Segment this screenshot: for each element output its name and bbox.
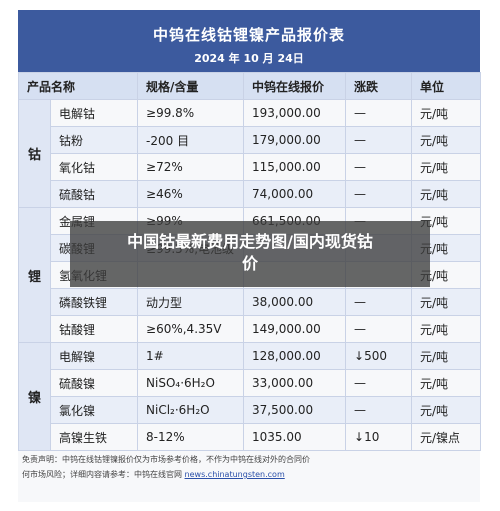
disclaimer: 免责声明：中钨在线钴锂镍报价仅为市场参考价格，不作为中钨在线对外的合同价 何市场… — [18, 452, 484, 482]
product-spec: NiSO₄·6H₂O — [137, 369, 245, 397]
product-spec: 动力型 — [137, 288, 245, 316]
price-unit: 元/吨 — [411, 99, 482, 127]
product-name: 硫酸镍 — [49, 369, 139, 397]
col-header-name: 产品名称 — [17, 72, 139, 100]
price-unit: 元/吨 — [411, 369, 482, 397]
price-change: — — [345, 288, 413, 316]
price-unit: 元/镍点 — [411, 423, 482, 451]
price-change: — — [345, 153, 413, 181]
table-row: 镍电解镍 1# 128,000.00 ↓500 元/吨 — [18, 342, 482, 451]
category-cell: 锂 — [18, 207, 51, 343]
price-unit: 元/吨 — [411, 342, 482, 370]
product-price: 193,000.00 — [243, 99, 347, 127]
price-unit: 元/吨 — [411, 180, 482, 208]
product-price: 74,000.00 — [243, 180, 347, 208]
product-spec: 8-12% — [137, 423, 245, 451]
product-price: 128,000.00 — [243, 342, 347, 370]
product-spec: 1# — [137, 342, 245, 370]
product-price: 38,000.00 — [243, 288, 347, 316]
banner-line-1: 中国钴最新费用走势图/国内现货钴 — [127, 232, 373, 251]
col-header-unit: 单位 — [411, 72, 482, 100]
banner-line-2: 价 — [241, 254, 258, 273]
product-spec: NiCl₂·6H₂O — [137, 396, 245, 424]
product-name: 磷酸铁锂 — [49, 288, 139, 316]
website-link[interactable]: news.chinatungsten.com — [184, 470, 285, 479]
price-change: — — [345, 315, 413, 343]
price-unit: 元/吨 — [411, 315, 482, 343]
disclaimer-text: 何市场风险；详细内容请参考：中钨在线官网 — [22, 470, 182, 479]
product-price: 33,000.00 — [243, 369, 347, 397]
price-unit: 元/吨 — [411, 207, 482, 235]
product-name: 钴粉 — [49, 126, 139, 154]
product-name: 钴酸锂 — [49, 315, 139, 343]
product-spec: ≥72% — [137, 153, 245, 181]
price-change: — — [345, 126, 413, 154]
table-row: 硫酸钴 ≥46% 74,000.00— 元/吨 — [19, 180, 482, 208]
product-name: 高镍生铁 — [49, 423, 139, 451]
product-price: 37,500.00 — [243, 396, 347, 424]
table-row: 钴电解钴 ≥99.8% 193,000.00— 元/吨 — [18, 99, 482, 208]
table-row: 氧化钴 ≥72% 115,000.00— 元/吨 — [19, 153, 482, 181]
product-name: 电解镍 — [49, 342, 139, 370]
product-price: 1035.00 — [243, 423, 347, 451]
product-spec: ≥46% — [137, 180, 245, 208]
price-unit: 元/吨 — [411, 153, 482, 181]
product-spec: ≥60%,4.35V — [137, 315, 245, 343]
col-header-change: 涨跌 — [345, 72, 413, 100]
price-change: ↓500 — [345, 342, 413, 370]
sheet-header: 中钨在线钴锂镍产品报价表 2024 年 10 月 24日 — [18, 10, 480, 72]
product-name: 氧化钴 — [49, 153, 139, 181]
table-row: 磷酸铁锂 动力型 38,000.00— 元/吨 — [19, 288, 482, 316]
category-cell: 钴 — [18, 99, 51, 208]
table-row: 高镍生铁 8-12% 1035.00 ↓10 元/镍点 — [19, 423, 482, 451]
product-spec: ≥99.8% — [137, 99, 245, 127]
product-price: 179,000.00 — [243, 126, 347, 154]
table-header-row: 产品名称 规格/含量 中钨在线报价 涨跌 单位 — [17, 72, 482, 100]
product-name: 电解钴 — [49, 99, 139, 127]
product-price: 115,000.00 — [243, 153, 347, 181]
product-price: 149,000.00 — [243, 315, 347, 343]
price-change: — — [345, 99, 413, 127]
sheet-date: 2024 年 10 月 24日 — [194, 52, 304, 65]
table-row: 钴酸锂 ≥60%,4.35V 149,000.00— 元/吨 — [19, 315, 482, 343]
col-header-price: 中钨在线报价 — [243, 72, 347, 100]
price-unit: 元/吨 — [411, 288, 482, 316]
price-unit: 元/吨 — [411, 396, 482, 424]
table-row: 硫酸镍 NiSO₄·6H₂O 33,000.00— 元/吨 — [19, 369, 482, 397]
price-unit: 元/吨 — [411, 126, 482, 154]
product-name: 氯化镍 — [49, 396, 139, 424]
price-change: ↓10 — [345, 423, 413, 451]
price-change: — — [345, 180, 413, 208]
category-cell: 镍 — [18, 342, 51, 451]
table-row: 氯化镍 NiCl₂·6H₂O 37,500.00— 元/吨 — [19, 396, 482, 424]
price-change: — — [345, 369, 413, 397]
col-header-spec: 规格/含量 — [137, 72, 245, 100]
product-name: 硫酸钴 — [49, 180, 139, 208]
overlay-caption-banner: 中国钴最新费用走势图/国内现货钴 价 — [70, 221, 430, 287]
product-spec: -200 目 — [137, 126, 245, 154]
disclaimer-line-1: 免责声明：中钨在线钴锂镍报价仅为市场参考价格，不作为中钨在线对外的合同价 — [22, 455, 310, 464]
sheet-title: 中钨在线钴锂镍产品报价表 — [152, 26, 345, 44]
disclaimer-line-2: 何市场风险；详细内容请参考：中钨在线官网 news.chinatungsten.… — [22, 467, 484, 482]
table-row: 钴粉 -200 目 179,000.00— 元/吨 — [19, 126, 482, 154]
price-change: — — [345, 396, 413, 424]
